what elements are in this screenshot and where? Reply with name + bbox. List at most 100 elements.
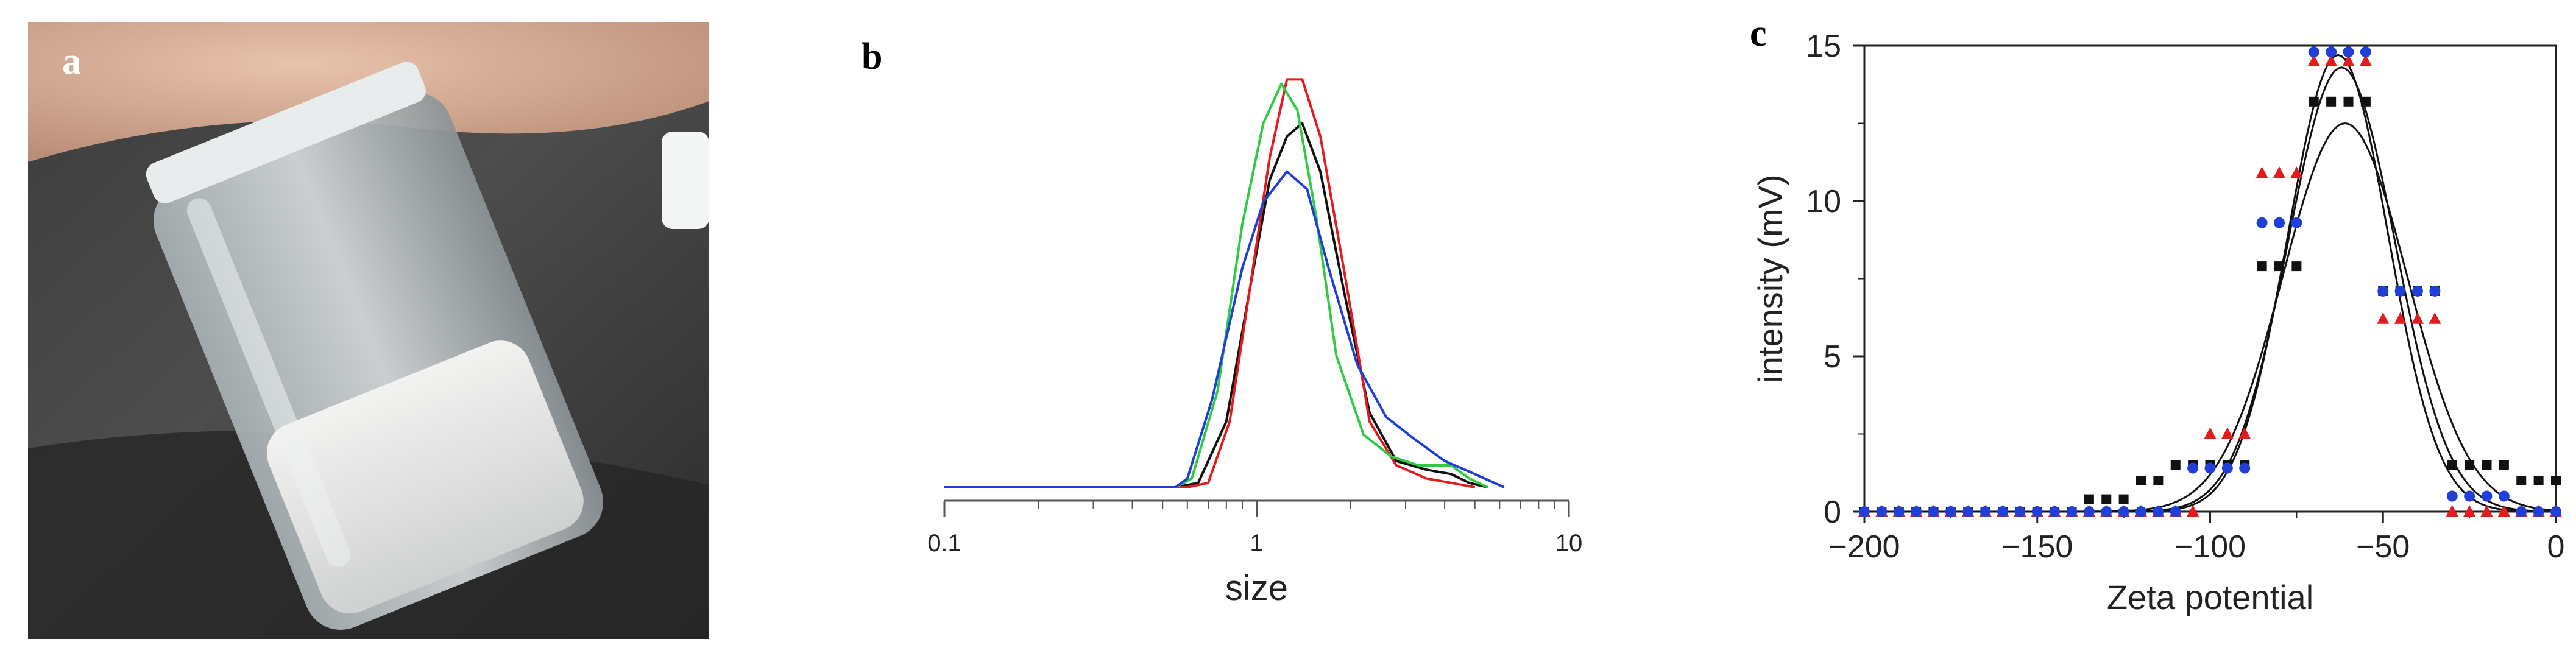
plot-frame <box>1863 44 2557 513</box>
data-point-circle <box>2031 506 2043 517</box>
size-chart: 0.1 1 10 size <box>927 78 1583 608</box>
data-point-square <box>2482 460 2492 470</box>
data-point-circle <box>1859 506 1870 517</box>
data-point-circle <box>2083 506 2095 517</box>
data-point-square <box>2533 476 2544 485</box>
data-point-triangle <box>2359 54 2372 66</box>
y-tick-label: 0 <box>1824 495 1841 530</box>
y-tick-label: 5 <box>1824 339 1841 375</box>
y-tick-label: 10 <box>1806 184 1841 219</box>
series-line <box>944 122 1488 488</box>
series-line <box>944 78 1476 488</box>
data-point-triangle <box>2497 505 2510 517</box>
data-point-triangle <box>2377 312 2390 324</box>
data-point-circle <box>2326 46 2337 58</box>
data-point-square <box>2101 494 2112 504</box>
data-point-circle <box>2221 462 2233 474</box>
data-point-triangle <box>2429 312 2441 324</box>
data-point-circle <box>1997 506 2008 517</box>
data-point-circle <box>2101 506 2112 517</box>
data-point-triangle <box>2307 54 2320 66</box>
data-point-circle <box>2550 506 2561 517</box>
data-point-triangle <box>2290 166 2303 178</box>
data-point-square <box>2326 96 2337 107</box>
x-tick-label: −100 <box>2174 529 2246 565</box>
zeta-chart: −200 −150 −100 −50 0 0 5 10 15 Zeta potential inte… <box>1751 29 2565 616</box>
fit-curve <box>1864 66 2557 513</box>
data-point-square <box>2170 460 2181 470</box>
data-point-circle <box>2498 490 2510 502</box>
data-point-circle <box>2291 217 2302 228</box>
data-point-circle <box>2429 285 2441 297</box>
data-point-square <box>2136 476 2146 485</box>
data-point-circle <box>2412 285 2423 297</box>
data-point-circle <box>2204 462 2216 474</box>
glass-highlight <box>186 198 351 567</box>
data-point-circle <box>2464 490 2475 502</box>
data-point-circle <box>2360 46 2371 58</box>
panel-c-letter: c <box>1750 13 1767 54</box>
data-point-circle <box>2170 506 2181 517</box>
data-point-circle <box>1876 506 1888 517</box>
series-line <box>944 82 1488 488</box>
data-point-circle <box>1962 506 1974 517</box>
y-axis-label: intensity (mV) <box>1751 174 1789 383</box>
data-point-square <box>2291 261 2302 272</box>
data-point-square <box>2499 460 2509 470</box>
data-point-triangle <box>2256 166 2268 178</box>
x-tick-label: −150 <box>2001 529 2073 565</box>
x-tick-label: 10 <box>1555 530 1583 557</box>
data-point-triangle <box>2342 54 2355 66</box>
data-point-triangle <box>2221 427 2234 439</box>
data-point-circle <box>2256 217 2268 228</box>
panel-c-zeta-potential: c −200 −150 −100 −50 0 0 5 10 15 Zeta potential in… <box>1736 12 2571 652</box>
x-axis-label: Zeta potential <box>2107 578 2313 616</box>
fit-curve <box>1864 122 2557 513</box>
data-point-square <box>2465 460 2475 470</box>
data-point-circle <box>1911 506 1922 517</box>
x-tick-label: 0 <box>2547 529 2565 565</box>
data-point-circle <box>1980 506 1991 517</box>
vial-photo <box>28 22 709 639</box>
data-point-circle <box>1945 506 1956 517</box>
data-point-triangle <box>2480 505 2493 517</box>
data-point-circle <box>2274 217 2285 228</box>
vial-cap <box>662 132 709 229</box>
data-point-triangle <box>2446 505 2458 517</box>
data-point-triangle <box>2325 54 2338 66</box>
data-point-circle <box>2153 506 2164 517</box>
panel-a-photo: a <box>28 22 709 639</box>
data-point-circle <box>2481 490 2493 502</box>
data-point-square <box>2447 460 2457 470</box>
data-point-triangle <box>2187 505 2199 517</box>
data-point-square <box>2343 96 2354 107</box>
data-point-circle <box>2187 462 2199 474</box>
data-point-triangle <box>2273 166 2285 178</box>
data-point-circle <box>2377 285 2389 297</box>
data-point-square <box>2274 261 2284 272</box>
data-point-triangle <box>2204 427 2217 439</box>
data-point-circle <box>2135 506 2146 517</box>
vial <box>146 62 604 630</box>
y-tick-label: 15 <box>1806 29 1841 64</box>
data-point-circle <box>1928 506 1939 517</box>
x-tick-label: −200 <box>1828 529 1900 565</box>
data-point-triangle <box>2394 312 2407 324</box>
x-tick-label: 1 <box>1250 530 1263 557</box>
data-point-square <box>2551 476 2561 485</box>
panel-a-letter: a <box>62 41 81 82</box>
data-point-circle <box>2516 506 2527 517</box>
data-point-circle <box>2308 46 2319 58</box>
data-point-square <box>2257 261 2267 272</box>
fit-curve <box>1864 54 2556 513</box>
data-point-circle <box>2049 506 2061 517</box>
data-point-circle <box>2066 506 2078 517</box>
series-line <box>944 170 1505 488</box>
vial-neck <box>146 62 426 203</box>
data-point-square <box>2309 96 2319 107</box>
data-point-triangle <box>2463 505 2476 517</box>
data-point-circle <box>2239 462 2251 474</box>
x-axis-label: size <box>1225 568 1288 608</box>
data-point-circle <box>2446 490 2458 502</box>
data-point-circle <box>2014 506 2026 517</box>
